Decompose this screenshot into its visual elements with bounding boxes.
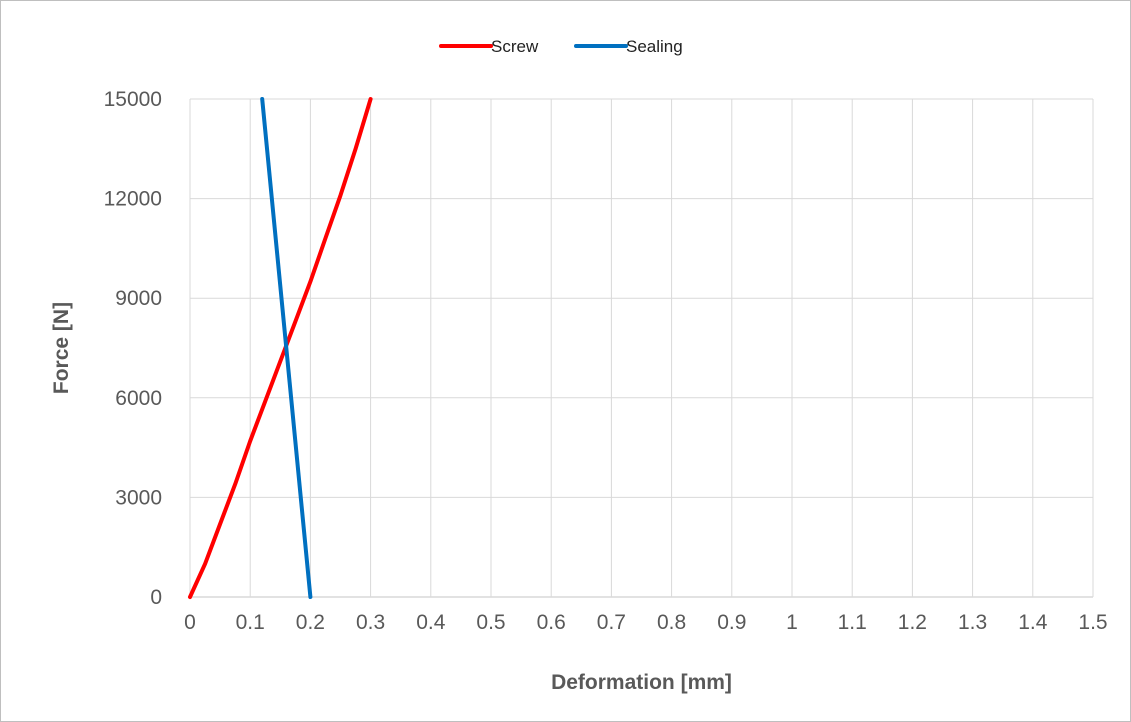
x-tick-label: 0.5 [476,611,505,634]
y-tick-label: 12000 [104,188,162,211]
x-axis-title: Deformation [mm] [551,671,732,694]
x-tick-label: 0 [184,611,196,634]
x-tick-label: 0.3 [356,611,385,634]
y-axis-title: Force [N] [50,302,73,394]
y-tick-label: 6000 [115,387,162,410]
x-tick-label: 0.2 [296,611,325,634]
legend-label-sealing: Sealing [626,37,683,56]
legend-label-screw: Screw [491,37,539,56]
legend: Screw Sealing [439,37,683,56]
x-tick-label: 1.4 [1018,611,1048,634]
x-tick-label: 0.7 [597,611,626,634]
x-tick-labels: 0 0.1 0.2 0.3 0.4 0.5 0.6 0.7 0.8 0.9 1 1.1 1.2 1.3 1.… [184,611,1107,634]
x-tick-label: 0.4 [416,611,446,634]
series-line-screw [188,97,373,599]
series-layer [188,97,373,599]
x-tick-label: 0.9 [717,611,746,634]
y-tick-label: 0 [150,586,162,609]
x-tick-label: 1.1 [838,611,867,634]
gridlines [189,98,1094,597]
x-tick-label: 1 [786,611,798,634]
x-tick-label: 0.8 [657,611,686,634]
x-tick-label: 1.2 [898,611,927,634]
y-tick-labels: 0 3000 6000 9000 12000 15000 [104,88,162,609]
y-tick-label: 9000 [115,287,162,310]
x-tick-label: 1.5 [1078,611,1107,634]
series-line-sealing [260,97,313,599]
x-tick-label: 0.1 [236,611,265,634]
x-tick-label: 1.3 [958,611,987,634]
x-tick-label: 0.6 [537,611,566,634]
y-tick-label: 3000 [115,486,162,509]
y-tick-label: 15000 [104,88,162,111]
